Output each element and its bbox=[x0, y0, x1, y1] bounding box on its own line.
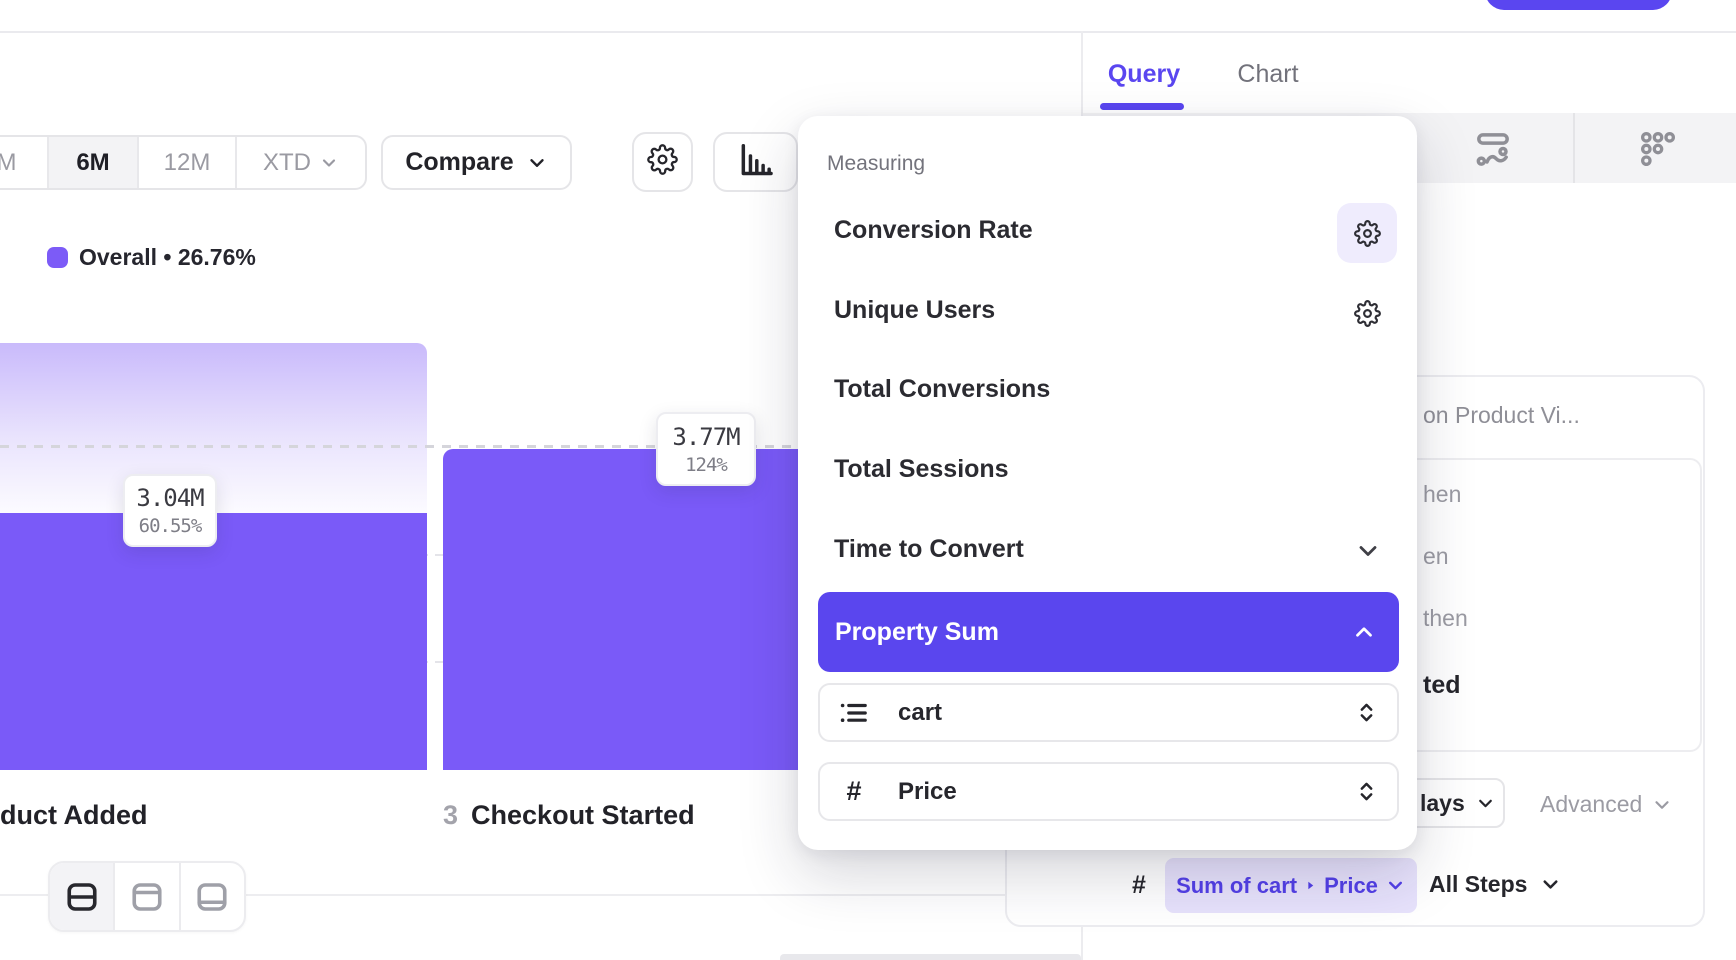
chip-value-label: Price bbox=[1324, 872, 1378, 898]
tooltip-checkout-started: 3.77M 124% bbox=[656, 412, 756, 486]
time-range-xtd-label: XTD bbox=[263, 148, 311, 176]
tooltip-percent: 124% bbox=[685, 453, 728, 476]
chevron-down-icon bbox=[1475, 793, 1496, 814]
split-middle-icon bbox=[67, 882, 97, 911]
bottom-divider bbox=[0, 894, 1081, 896]
funnel-bar-product-added[interactable] bbox=[0, 513, 427, 770]
compare-button[interactable]: Compare bbox=[381, 135, 572, 190]
time-range-xtd[interactable]: XTD bbox=[235, 137, 365, 188]
chevron-down-icon bbox=[319, 153, 339, 173]
chevron-up-icon bbox=[1351, 619, 1377, 645]
metrics-grid-icon[interactable] bbox=[1638, 129, 1678, 174]
measuring-dropdown-panel: Measuring Conversion Rate Unique Users T… bbox=[798, 116, 1417, 850]
chart-type-button[interactable] bbox=[713, 132, 798, 192]
split-bottom-icon bbox=[197, 882, 227, 911]
time-range-segmented-control: M 6M 12M XTD bbox=[0, 135, 367, 190]
property-select-value: cart bbox=[898, 698, 943, 726]
collapsed-footer-bar[interactable] bbox=[780, 954, 1081, 960]
advanced-label: Advanced bbox=[1540, 791, 1643, 817]
all-steps-dropdown[interactable]: All Steps bbox=[1429, 871, 1562, 898]
conversion-window-label: lays bbox=[1420, 789, 1465, 816]
value-property-select[interactable]: # Price bbox=[818, 762, 1399, 821]
menu-item-time-to-convert[interactable]: Time to Convert bbox=[834, 535, 1024, 563]
compare-label: Compare bbox=[405, 148, 514, 176]
property-sum-chip[interactable]: Sum of cart Price bbox=[1165, 858, 1417, 913]
primary-action-button[interactable] bbox=[1485, 0, 1672, 10]
up-down-arrows-icon bbox=[1354, 779, 1379, 804]
menu-item-conversion-rate[interactable]: Conversion Rate bbox=[834, 216, 1033, 244]
up-down-arrows-icon bbox=[1354, 700, 1379, 725]
chevron-down-icon bbox=[1539, 873, 1562, 896]
tooltip-product-added: 3.04M 60.55% bbox=[123, 474, 217, 547]
hash-icon: # bbox=[846, 776, 862, 806]
step-name: Checkout Started bbox=[471, 800, 695, 830]
layout-bottom-pane-button[interactable] bbox=[178, 863, 244, 930]
unique-users-settings-button[interactable] bbox=[1337, 283, 1397, 343]
menu-item-unique-users[interactable]: Unique Users bbox=[834, 296, 996, 324]
top-divider bbox=[0, 31, 1736, 33]
chevron-down-icon bbox=[1385, 875, 1406, 896]
all-steps-label: All Steps bbox=[1429, 871, 1528, 897]
chip-property-label: Sum of cart bbox=[1176, 872, 1298, 898]
step-number: 3 bbox=[443, 800, 459, 830]
chevron-down-icon[interactable] bbox=[1354, 537, 1382, 570]
tab-chart[interactable]: Chart bbox=[1237, 60, 1299, 88]
bar-chart-icon bbox=[737, 141, 775, 184]
advanced-dropdown[interactable]: Advanced bbox=[1540, 791, 1673, 818]
active-tab-underline bbox=[1100, 103, 1184, 110]
step-label-checkout-started: 3 Checkout Started bbox=[443, 800, 695, 831]
property-select[interactable]: cart bbox=[818, 683, 1399, 742]
chevron-down-icon bbox=[526, 152, 548, 174]
conversion-gridline-dashed bbox=[0, 445, 798, 448]
split-top-icon bbox=[132, 882, 162, 911]
triangle-right-icon bbox=[1304, 879, 1317, 892]
conversion-rate-settings-button[interactable] bbox=[1337, 203, 1397, 263]
step-label-product-added: duct Added bbox=[0, 800, 148, 830]
funnel-bar-checkout-started[interactable] bbox=[443, 449, 863, 770]
tooltip-value: 3.77M bbox=[672, 422, 740, 451]
gear-icon bbox=[647, 144, 678, 180]
numeric-property-icon: # bbox=[1132, 871, 1146, 899]
legend-label: Overall • 26.76% bbox=[79, 244, 256, 270]
step-row-fragment: en bbox=[1423, 543, 1449, 569]
menu-title: Measuring bbox=[827, 152, 926, 175]
funnel-card-title: on Product Vi... bbox=[1423, 402, 1580, 428]
toolbar-cell-divider bbox=[1573, 113, 1575, 183]
list-icon bbox=[836, 695, 872, 731]
menu-item-total-conversions[interactable]: Total Conversions bbox=[834, 375, 1051, 403]
tooltip-value: 3.04M bbox=[136, 484, 204, 512]
step-row-event-fragment: ted bbox=[1423, 671, 1461, 699]
menu-item-property-sum-selected[interactable]: Property Sum bbox=[818, 592, 1399, 672]
menu-item-total-sessions[interactable]: Total Sessions bbox=[834, 455, 1009, 483]
gear-icon bbox=[1353, 219, 1381, 247]
layout-top-pane-button[interactable] bbox=[113, 863, 178, 930]
chevron-down-icon bbox=[1651, 794, 1673, 816]
step-row-fragment: hen bbox=[1423, 481, 1462, 507]
legend-swatch bbox=[47, 247, 68, 268]
time-range-6m[interactable]: 6M bbox=[47, 137, 137, 188]
property-sum-label: Property Sum bbox=[835, 617, 999, 646]
chart-settings-button[interactable] bbox=[632, 132, 693, 192]
flows-icon[interactable] bbox=[1473, 129, 1513, 174]
layout-split-horizontal-button[interactable] bbox=[50, 863, 114, 930]
value-select-value: Price bbox=[898, 777, 957, 805]
tooltip-percent: 60.55% bbox=[138, 515, 203, 537]
time-range-12m[interactable]: 12M bbox=[137, 137, 235, 188]
layout-toggle-group bbox=[48, 861, 246, 932]
tab-query[interactable]: Query bbox=[1107, 60, 1181, 88]
step-row-fragment: then bbox=[1423, 605, 1468, 631]
time-range-1m[interactable]: M bbox=[0, 137, 47, 188]
legend: Overall • 26.76% bbox=[47, 244, 256, 271]
gear-icon bbox=[1353, 299, 1381, 327]
